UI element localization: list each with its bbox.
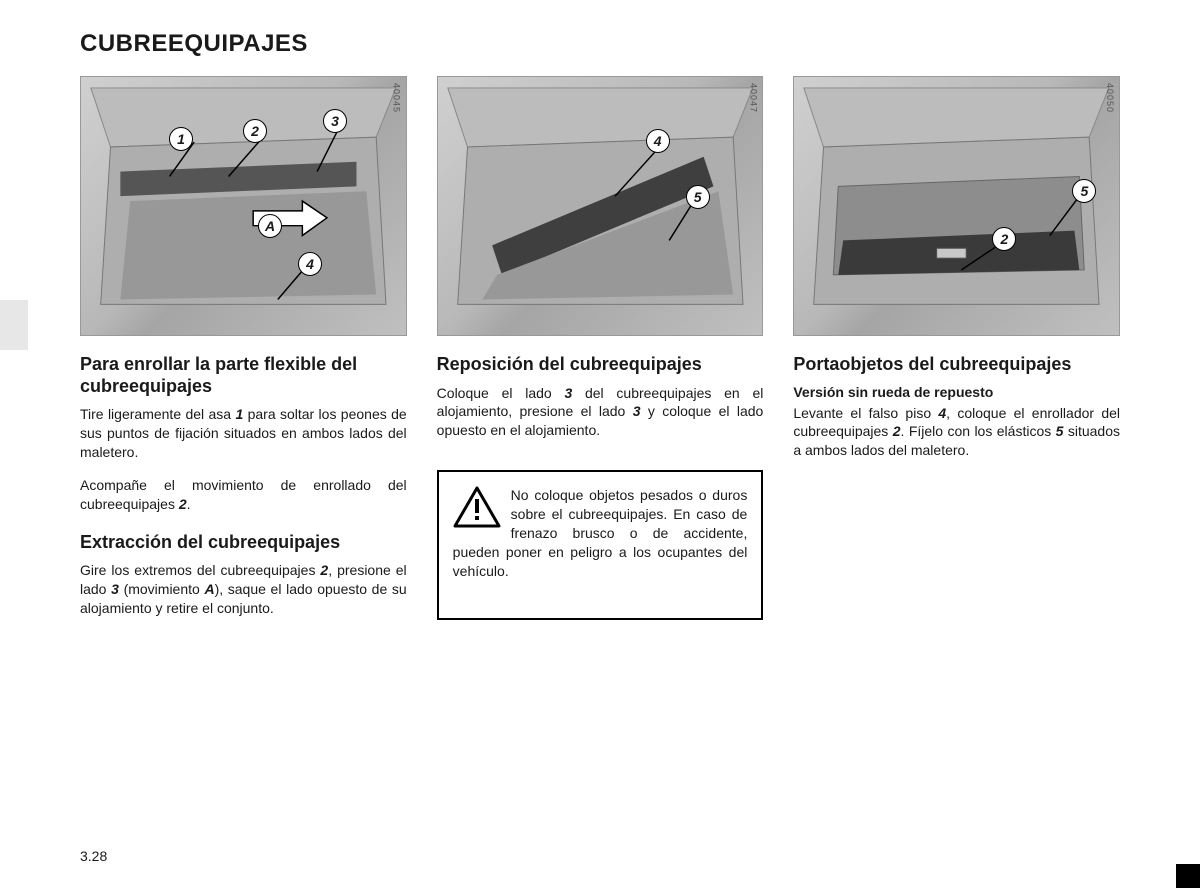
col3-heading-1: Portaobjetos del cubreequipajes bbox=[793, 354, 1120, 376]
side-tab bbox=[0, 300, 28, 350]
col3-para-1: Levante el falso piso 4, coloque el enro… bbox=[793, 404, 1120, 461]
warning-icon bbox=[453, 486, 501, 528]
figure-2: 4 5 40047 bbox=[437, 76, 764, 336]
page-title: CUBREEQUIPAJES bbox=[80, 30, 1120, 58]
col1-heading-1: Para enrollar la parte flexible del cubr… bbox=[80, 354, 407, 397]
col3-subheading: Versión sin rueda de repuesto bbox=[793, 384, 1120, 400]
col2-para-1: Coloque el lado 3 del cubreequipajes en … bbox=[437, 384, 764, 441]
callout-4: 4 bbox=[298, 252, 322, 276]
col1-para-3: Gire los extremos del cubreequipajes 2, … bbox=[80, 561, 407, 618]
figure-2-svg bbox=[438, 77, 763, 335]
callout-1: 1 bbox=[169, 127, 193, 151]
figure-3-ref: 40050 bbox=[1105, 83, 1115, 113]
callout-3: 3 bbox=[323, 109, 347, 133]
callout-2: 2 bbox=[243, 119, 267, 143]
col2-heading-1: Reposición del cubreequipajes bbox=[437, 354, 764, 376]
page: CUBREEQUIPAJES 1 2 3 A bbox=[0, 0, 1200, 632]
figure-1-ref: 40045 bbox=[392, 83, 402, 113]
column-1: 1 2 3 A 4 40045 Para enrollar la parte f… bbox=[80, 76, 407, 632]
col1-para-2: Acompañe el movimiento de enrollado del … bbox=[80, 476, 407, 514]
columns: 1 2 3 A 4 40045 Para enrollar la parte f… bbox=[80, 76, 1120, 632]
column-2: 4 5 40047 Reposición del cubreequipajes … bbox=[437, 76, 764, 632]
callout-4b: 4 bbox=[646, 129, 670, 153]
figure-2-ref: 40047 bbox=[748, 83, 758, 113]
warning-box: No coloque objetos pesados o duros sobre… bbox=[437, 470, 764, 620]
corner-mark bbox=[1176, 864, 1200, 888]
figure-3-svg bbox=[794, 77, 1119, 335]
page-number: 3.28 bbox=[80, 848, 107, 864]
callout-A: A bbox=[258, 214, 282, 238]
figure-1-svg bbox=[81, 77, 406, 335]
callout-5: 5 bbox=[686, 185, 710, 209]
col1-para-1: Tire ligeramente del asa 1 para soltar l… bbox=[80, 405, 407, 462]
figure-1: 1 2 3 A 4 40045 bbox=[80, 76, 407, 336]
figure-3: 2 5 40050 bbox=[793, 76, 1120, 336]
col1-heading-2: Extracción del cubreequipajes bbox=[80, 532, 407, 554]
column-3: 2 5 40050 Portaobjetos del cubreequipaje… bbox=[793, 76, 1120, 632]
